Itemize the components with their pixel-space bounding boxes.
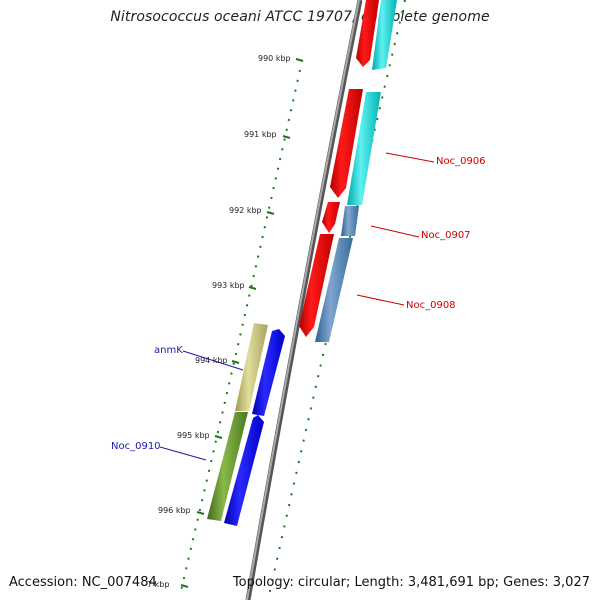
- label-noc0910: Noc_0910: [111, 441, 161, 452]
- major-ticks: [180, 58, 304, 588]
- gene-noc0907-red: [322, 202, 340, 233]
- gene-noc0906-cyan: [347, 92, 381, 205]
- tick-label-990: 990 kbp: [258, 54, 291, 63]
- gene-noc0906-red: [330, 89, 363, 198]
- gene-features-inner[interactable]: [207, 323, 285, 526]
- gene-noc0908-steel: [315, 238, 353, 342]
- tick-label-991: 991 kbp: [244, 130, 277, 139]
- label-noc0907: Noc_0907: [421, 230, 471, 241]
- tick-label-995: 995 kbp: [177, 431, 210, 440]
- gene-noc0908-red: [299, 234, 334, 337]
- tick-label-994: 994 kbp: [195, 356, 228, 365]
- gene-noc0907-steel: [341, 206, 359, 236]
- tick-label-992: 992 kbp: [229, 206, 262, 215]
- backbone-highlight: [246, 0, 360, 600]
- gene-anmk-khaki: [235, 323, 268, 411]
- tick-label-997: 7 kbp: [147, 580, 169, 589]
- tick-labels: 990 kbp 991 kbp 992 kbp 993 kbp 994 kbp …: [147, 54, 291, 589]
- gene-top-cyan: [372, 0, 397, 70]
- leader-lines: [159, 152, 435, 461]
- accession-text: Accession: NC_007484: [9, 575, 157, 590]
- label-noc0908: Noc_0908: [406, 300, 456, 311]
- gene-top-red: [356, 0, 379, 67]
- gene-features-outer[interactable]: [299, 0, 397, 342]
- label-anmk: anmK: [154, 345, 183, 356]
- gene-noc0910-blue: [224, 415, 264, 526]
- gene-anmk-blue: [252, 329, 285, 416]
- gene-labels: Noc_0906 Noc_0907 Noc_0908 anmK Noc_0910: [111, 156, 486, 452]
- tick-label-993: 993 kbp: [212, 281, 245, 290]
- gene-noc0910-olive: [207, 412, 248, 521]
- topology-text: Topology: circular; Length: 3,481,691 bp…: [232, 575, 590, 590]
- tick-label-996: 996 kbp: [158, 506, 191, 515]
- label-noc0906: Noc_0906: [436, 156, 486, 167]
- backbone-curve: [245, 0, 363, 600]
